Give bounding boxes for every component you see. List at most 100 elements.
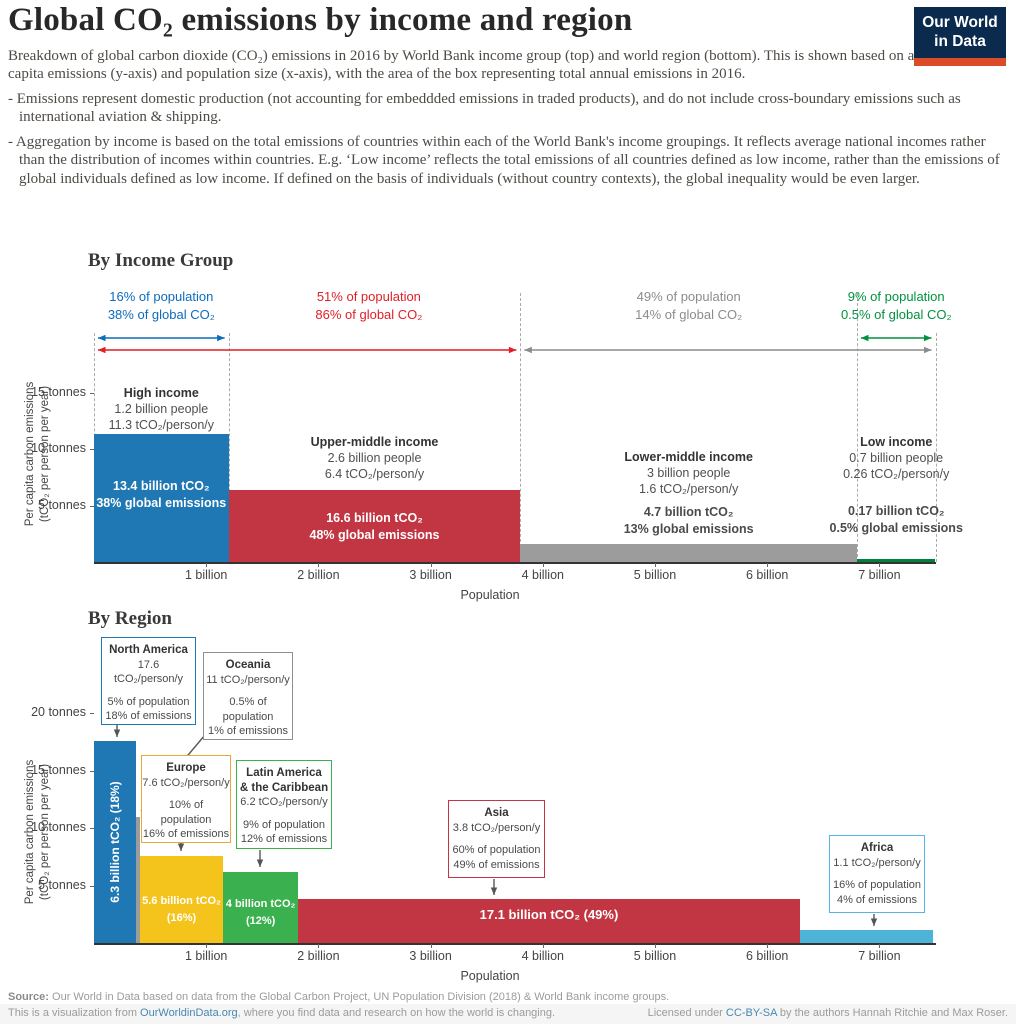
callout-arrow-asia bbox=[490, 879, 498, 895]
description-note-2: - Aggregation by income is based on the … bbox=[8, 133, 1000, 187]
callout-population: 0.5% of population bbox=[222, 696, 274, 723]
bracket-label-1: 51% of population 86% of global CO₂ bbox=[259, 288, 479, 323]
bracket-label-line: 86% of global CO₂ bbox=[315, 306, 423, 322]
x-tick-mark bbox=[206, 563, 208, 567]
bracket-label-line: 51% of population bbox=[316, 289, 421, 304]
y-tick-label: 15 tonnes bbox=[31, 762, 86, 777]
bar-value-latin-america-the-caribbean: 4 billion tCO₂ (12%) bbox=[131, 896, 391, 929]
x-tick-label: 2 billion bbox=[297, 949, 340, 963]
x-tick-label: 1 billion bbox=[184, 568, 228, 582]
header: Global CO₂ emissions by income and regio… bbox=[8, 2, 1012, 188]
owid-logo-red-bar bbox=[914, 57, 1006, 66]
x-tick-mark bbox=[318, 944, 320, 948]
x-axis-line bbox=[94, 562, 936, 564]
bracket-arrow-1 bbox=[98, 346, 517, 354]
callout-gap bbox=[830, 870, 924, 878]
bar-value-low-income: 0.17 billion tCO₂ 0.5% global emissions bbox=[766, 503, 1016, 536]
x-tick-label: 5 billion bbox=[633, 568, 677, 582]
owid-logo-line-2: in Data bbox=[934, 32, 986, 50]
description-note-1: - Emissions represent domestic productio… bbox=[8, 90, 961, 126]
callout-emissions: 16% of emissions bbox=[142, 828, 230, 840]
bar-heading-line: High income bbox=[123, 386, 199, 400]
bar-heading-line: 1.6 tCO₂/person/y bbox=[638, 482, 739, 496]
y-tick-label: 10 tonnes bbox=[31, 820, 86, 834]
callout-population: 16% of population bbox=[832, 879, 922, 891]
callout-africa: Africa 1.1 tCO₂/person/y 16% of population… bbox=[829, 835, 925, 913]
bar-value-upper-middle-income: 16.6 billion tCO₂ 48% global emissions bbox=[245, 510, 505, 543]
bar-heading-line: 0.7 billion people bbox=[849, 451, 944, 465]
x-tick-mark bbox=[206, 944, 208, 948]
owid-link[interactable]: OurWorldinData.org bbox=[140, 1007, 238, 1019]
divider-line-2 bbox=[520, 293, 522, 562]
x-tick-label: 6 billion bbox=[745, 949, 789, 963]
y-tick-mark bbox=[90, 770, 94, 772]
callout-emissions: 49% of emissions bbox=[453, 858, 540, 871]
callout-emissions: 12% of emissions bbox=[240, 833, 328, 845]
callout-title-line: Asia bbox=[484, 807, 509, 819]
bar-value-line: (16%) bbox=[166, 911, 197, 924]
callout-gap bbox=[449, 835, 544, 843]
license-link[interactable]: CC-BY-SA bbox=[725, 1007, 777, 1019]
bar-latin-america-the-caribbean bbox=[223, 871, 299, 943]
bar-value-line: 13% global emissions bbox=[623, 521, 754, 536]
bar-value-line: 38% global emissions bbox=[96, 495, 227, 510]
x-axis-title: Population bbox=[460, 588, 520, 602]
bar-north-america bbox=[94, 740, 136, 943]
callout-title-line: Africa bbox=[860, 842, 894, 854]
y-tick-mark bbox=[90, 505, 94, 507]
bracket-label-line: 9% of population bbox=[847, 289, 945, 304]
footer-band bbox=[0, 1004, 1016, 1024]
callout-title-line: North America bbox=[109, 644, 188, 656]
callout-arrow-africa bbox=[870, 914, 878, 926]
visualization-line: This is a visualization from OurWorldinD… bbox=[8, 1007, 555, 1019]
bar-heading-line: 11.3 tCO₂/person/y bbox=[108, 418, 214, 432]
callout-title-line: Oceania bbox=[225, 659, 271, 671]
bar-value-line: 4.7 billion tCO₂ bbox=[643, 505, 734, 519]
chart-by-region: By Region 5 tonnes 10 tonnes 15 tonnes 20 t… bbox=[0, 600, 1016, 992]
x-tick-label: 5 billion bbox=[633, 949, 677, 963]
bracket-arrow-2 bbox=[524, 346, 932, 354]
bracket-label-line: 38% of global CO₂ bbox=[107, 306, 215, 322]
x-tick-mark bbox=[542, 563, 544, 567]
x-axis-line bbox=[94, 943, 936, 945]
y-tick-label: 20 tonnes bbox=[31, 705, 86, 719]
bar-high-income bbox=[94, 434, 229, 562]
bracket-arrow-0 bbox=[98, 334, 225, 342]
bar-heading-line: Lower-middle income bbox=[624, 450, 753, 464]
y-tick-mark bbox=[90, 828, 94, 829]
owid-logo-text: Our World in Data bbox=[914, 7, 1006, 58]
bar-value-line: 48% global emissions bbox=[309, 527, 440, 542]
bar-heading-line: 1.2 billion people bbox=[114, 402, 209, 416]
x-tick-mark bbox=[879, 563, 881, 567]
callout-gap bbox=[204, 687, 292, 695]
bar-heading-line: 3 billion people bbox=[646, 466, 731, 480]
x-axis-title: Population bbox=[460, 969, 520, 983]
x-tick-label: 4 billion bbox=[521, 568, 564, 582]
viz-pre: This is a visualization from bbox=[8, 1007, 141, 1019]
bar-upper-middle-income bbox=[228, 489, 521, 562]
y-tick-mark bbox=[90, 392, 94, 394]
x-tick-label: 1 billion bbox=[184, 949, 228, 963]
divider-line-1 bbox=[228, 333, 230, 562]
bar-value-line: 5.6 billion tCO₂ bbox=[142, 895, 221, 907]
callout-population: 60% of population bbox=[452, 844, 541, 856]
bar-value-line: 17.1 billion tCO₂ (49%) bbox=[479, 907, 619, 922]
callout-per-capita: 3.8 tCO₂/person/y bbox=[452, 821, 541, 834]
bar-lower-middle-income bbox=[520, 543, 857, 562]
bar-value-line: 4 billion tCO₂ bbox=[225, 898, 296, 910]
x-tick-label: 7 billion bbox=[858, 949, 901, 963]
x-tick-label: 3 billion bbox=[409, 949, 452, 963]
x-tick-label: 6 billion bbox=[745, 568, 789, 582]
x-tick-mark bbox=[542, 944, 544, 948]
chart-region-title: By Region bbox=[88, 608, 172, 629]
bar-low-income bbox=[856, 559, 936, 562]
callout-oceania: Oceania 11 tCO₂/person/y 0.5% of populatio… bbox=[203, 652, 293, 740]
callout-asia: Asia 3.8 tCO₂/person/y 60% of population 49… bbox=[448, 800, 545, 878]
bracket-label-line: 14% of global CO₂ bbox=[635, 306, 743, 322]
y-tick-label: 10 tonnes bbox=[31, 441, 86, 455]
bar-heading-line: 6.4 tCO₂/person/y bbox=[324, 467, 425, 481]
callout-title-line: Europe bbox=[166, 762, 206, 774]
bar-value-line: 13.4 billion tCO₂ bbox=[113, 479, 210, 493]
bracket-label-line: 49% of population bbox=[636, 289, 741, 304]
callout-emissions: 1% of emissions bbox=[207, 725, 289, 737]
